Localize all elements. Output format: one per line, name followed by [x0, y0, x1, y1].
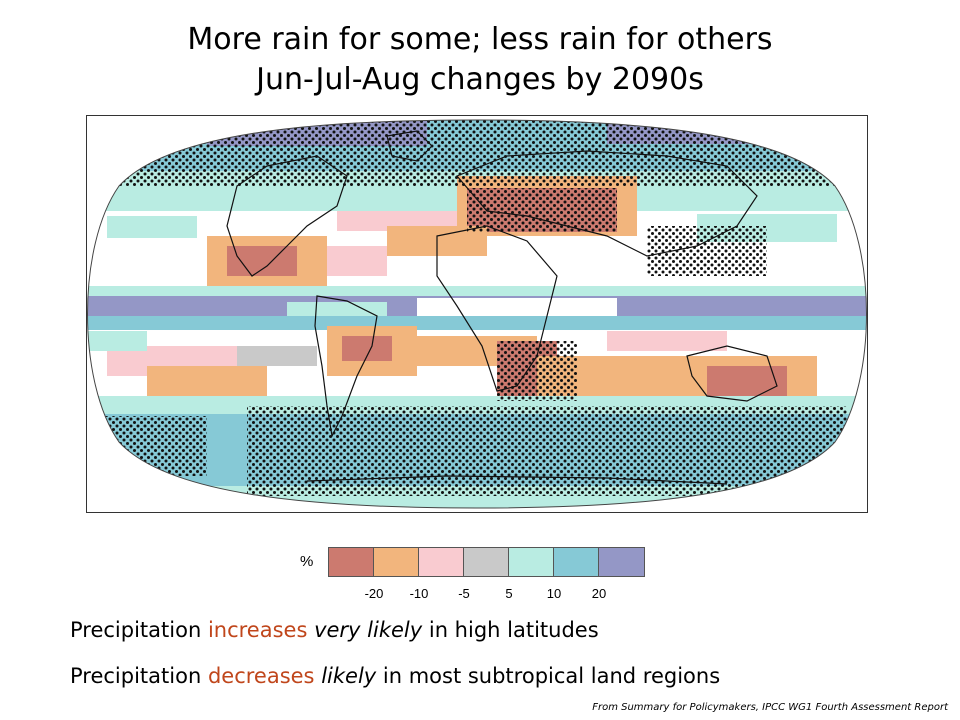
legend-swatch-1: [374, 548, 419, 576]
statement-2-suffix: in most subtropical land regions: [376, 664, 721, 688]
statement-1-emphasis: very likely: [314, 618, 423, 642]
coastlines: [226, 130, 778, 485]
legend-tick-label: 20: [591, 586, 607, 601]
legend-swatch-0: [329, 548, 374, 576]
statement-2-prefix: Precipitation: [70, 664, 208, 688]
statement-2-keyword: decreases: [207, 664, 315, 688]
legend-swatch-3: [464, 548, 509, 576]
legend-swatch-4: [509, 548, 554, 576]
globe-outline: [87, 119, 867, 509]
legend-tick-label: -20: [364, 586, 384, 601]
title-line-1: More rain for some; less rain for others: [187, 22, 773, 57]
map-svg: [87, 119, 867, 509]
legend-swatch-5: [554, 548, 599, 576]
legend-tick-label: -10: [409, 586, 429, 601]
legend: % -20 -10 -5 5 10 20: [300, 545, 680, 605]
statement-1-prefix: Precipitation: [70, 618, 208, 642]
legend-swatch-2: [419, 548, 464, 576]
statement-1-suffix: in high latitudes: [422, 618, 599, 642]
statement-increase: Precipitation increases very likely in h…: [70, 616, 599, 644]
statement-decrease: Precipitation decreases likely in most s…: [70, 662, 720, 690]
map-globe: [87, 120, 867, 508]
legend-tick-label: 10: [546, 586, 562, 601]
statement-1-keyword: increases: [207, 618, 308, 642]
legend-swatch-6: [599, 548, 644, 576]
title-line-2: Jun-Jul-Aug changes by 2090s: [256, 62, 704, 97]
source-citation: From Summary for Policymakers, IPCC WG1 …: [592, 702, 948, 713]
legend-tick-label: -5: [458, 586, 470, 601]
legend-color-bar: [328, 547, 645, 577]
legend-tick-label: 5: [505, 586, 513, 601]
legend-unit: %: [300, 553, 314, 570]
precipitation-map: [86, 115, 868, 513]
statement-2-emphasis: likely: [321, 664, 377, 688]
